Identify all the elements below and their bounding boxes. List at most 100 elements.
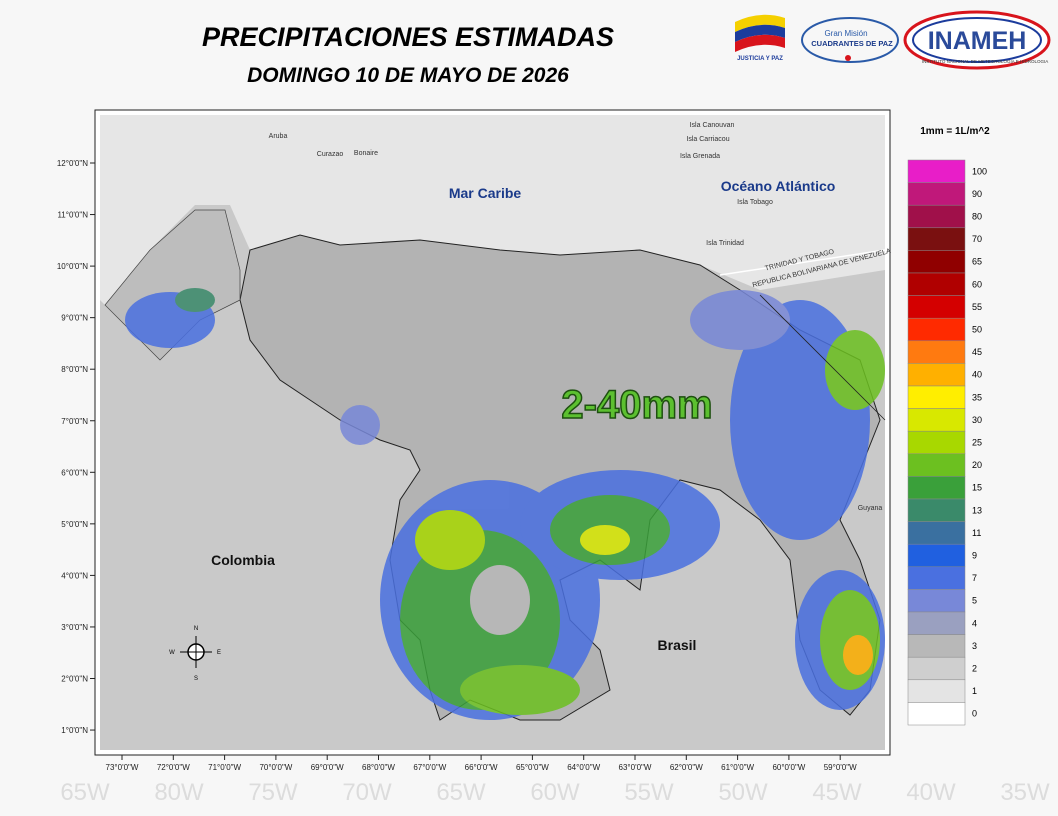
legend-label: 9 [972,551,977,561]
country-label: Brasil [658,637,697,653]
lon-label: 60°0'0"W [772,763,805,772]
legend-swatch [907,250,966,274]
background-label: 65W [436,779,486,806]
background-label: 50W [718,779,768,806]
legend-swatch [907,589,966,613]
legend-swatch [907,611,966,635]
place-label: Aruba [269,133,288,140]
background-label: 65W [60,779,110,806]
legend-label: 3 [972,641,977,651]
legend-swatch [907,340,966,364]
legend-label: 11 [972,528,981,538]
legend-swatch [907,498,966,522]
annotation: 2-40mm [561,383,712,427]
legend-label: 20 [972,460,982,470]
lat-label: 2°0'0"N [61,675,88,684]
legend-swatch [907,430,966,455]
compass-label: N [194,626,198,632]
background-label: 35W [1000,779,1050,806]
background-labels: 65W 80W 75W 70W 65W 60W 55W 50W 45W 40W 35W [60,779,1050,806]
legend-swatch [907,679,966,703]
place-label: Isla Trinidad [706,240,744,247]
place-label: Isla Tobago [737,199,773,206]
legend-swatch [907,521,966,545]
place-label: Curazao [317,151,344,158]
place-label: Isla Grenada [680,153,720,160]
compass: N E S W [169,626,221,682]
legend-label: 45 [972,347,982,357]
lat-label: 4°0'0"N [61,571,88,580]
legend-label: 80 [972,212,982,222]
legend-label: 30 [972,415,982,425]
legend-label: 40 [972,370,982,380]
lon-label: 66°0'0"W [465,763,498,772]
sea-label: Océano Atlántico [721,178,836,194]
legend-swatch [907,476,966,500]
legend-swatch [907,543,966,568]
title: PRECIPITACIONES ESTIMADAS [202,22,614,52]
legend-title: 1mm = 1L/m^2 [920,126,990,137]
legend-label: 50 [972,325,982,335]
country-label: Colombia [211,552,275,568]
legend-label: 25 [972,438,982,448]
legend-swatch [907,385,966,409]
lat-label: 12°0'0"N [57,159,88,168]
lat-label: 7°0'0"N [61,417,88,426]
legend-label: 60 [972,279,982,289]
logo-text: Gran Misión [824,29,867,38]
lon-label: 59°0'0"W [824,763,857,772]
background-label: 70W [342,779,392,806]
legend-label: 13 [972,505,982,515]
place-label: Guyana [858,505,883,512]
background-label: 40W [906,779,956,806]
background-label: 45W [812,779,862,806]
legend: 1009080706560555045403530252015131197543… [907,159,987,726]
legend-swatch [907,227,966,251]
place-label: Isla Canouvan [690,122,735,129]
background-label: 60W [530,779,580,806]
lon-label: 62°0'0"W [670,763,703,772]
lat-label: 3°0'0"N [61,623,88,632]
place-label: Bonaire [354,150,378,157]
legend-label: 1 [972,686,977,696]
subtitle: DOMINGO 10 DE MAYO DE 2026 [247,64,569,87]
logo-text: CUADRANTES DE PAZ [811,39,893,48]
legend-swatch [907,566,966,590]
lon-label: 72°0'0"W [157,763,190,772]
logo-text: JUSTICIA Y PAZ [737,56,783,62]
legend-swatch [907,182,966,206]
map-area [100,115,886,750]
legend-label: 35 [972,392,982,402]
lat-label: 6°0'0"N [61,468,88,477]
legend-swatch [907,272,966,296]
legend-swatch [907,159,966,183]
legend-swatch [907,702,966,726]
legend-label: 100 [972,166,987,176]
lat-label: 1°0'0"N [61,726,88,735]
legend-label: 15 [972,483,982,493]
legend-label: 70 [972,234,982,244]
lon-label: 61°0'0"W [721,763,754,772]
legend-swatch [907,453,966,477]
graticule-ticks: 12°0'0"N 11°0'0"N 10°0'0"N 9°0'0"N 8°0'0"N 7°… [57,159,857,772]
lon-label: 70°0'0"W [259,763,292,772]
legend-label: 7 [972,573,977,583]
place-label: Isla Carriacou [686,136,729,143]
legend-label: 90 [972,189,982,199]
legend-swatch [907,634,966,658]
background-label: 55W [624,779,674,806]
lon-label: 67°0'0"W [413,763,446,772]
lat-label: 11°0'0"N [57,211,88,220]
lon-label: 69°0'0"W [311,763,344,772]
legend-swatch [907,363,966,387]
lon-label: 65°0'0"W [516,763,549,772]
legend-label: 65 [972,257,982,267]
legend-swatch [907,656,966,681]
lon-label: 71°0'0"W [208,763,241,772]
logo-mision: Gran Misión CUADRANTES DE PAZ [801,17,899,63]
background-label: 80W [154,779,204,806]
sea-label: Mar Caribe [449,185,522,201]
legend-swatch [907,295,966,319]
legend-label: 0 [972,709,977,719]
